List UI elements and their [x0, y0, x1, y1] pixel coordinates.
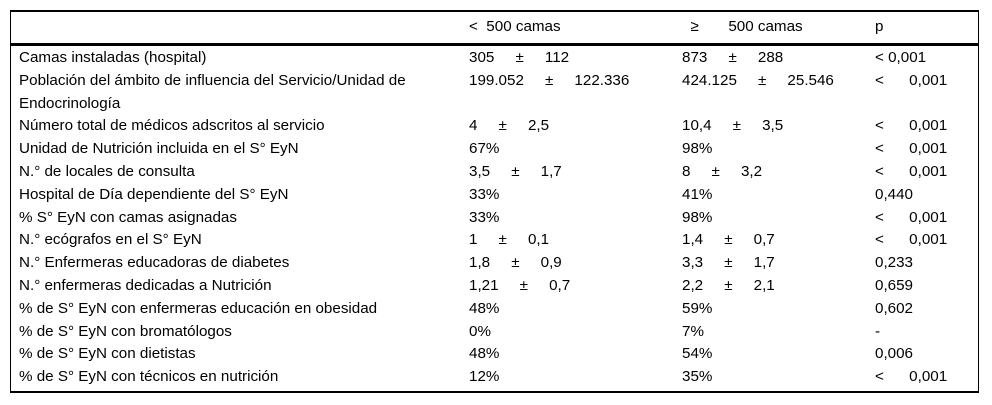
row-label: % S° EyN con camas asignadas: [11, 207, 469, 230]
value-gte500: 873 ± 288: [682, 49, 784, 66]
table-row: N.° de locales de consulta 3,5 ± 1,7 8 ±…: [11, 161, 978, 184]
column-header-gte500: ≥ 500 camas: [682, 18, 803, 36]
value-gte500: 41%: [682, 185, 713, 203]
value-gte500: 7%: [682, 322, 704, 340]
header-separator-rule: [11, 43, 978, 46]
value-lt500: 0%: [469, 322, 491, 340]
value-gte500: 98%: [682, 140, 713, 158]
value-gte500: 1,4 ± 0,7: [682, 231, 775, 249]
value-lt500: 199.052 ± 122.336: [469, 71, 630, 89]
row-label-text: Hospital de Día dependiente del S° EyN: [19, 185, 289, 203]
results-table: < 500 camas ≥ 500 camas p Camas instalad…: [10, 10, 979, 393]
row-label: N.° Enfermeras educadoras de diabetes: [11, 252, 469, 275]
table-row: Hospital de Día dependiente del S° EyN 3…: [11, 184, 978, 207]
value-lt500: 1,8 ± 0,9: [469, 254, 562, 272]
row-label: N.° de locales de consulta: [11, 161, 469, 184]
table-row: % de S° EyN con bromatólogos 0% 7% -: [11, 321, 978, 344]
column-header-p: p: [875, 18, 884, 36]
row-label: Población del ámbito de influencia del S…: [11, 70, 469, 116]
value-p: -: [875, 322, 881, 340]
table-row: % de S° EyN con dietistas 48% 54% 0,006: [11, 343, 978, 366]
row-label-text: % de S° EyN con bromatólogos: [19, 322, 232, 340]
value-gte500: 54%: [682, 345, 713, 363]
row-label-text: N.° ecógrafos en el S° EyN: [19, 231, 202, 249]
table-row: Camas instaladas (hospital) 305 ± 112 87…: [11, 47, 978, 70]
table-row: Población del ámbito de influencia del S…: [11, 70, 978, 116]
row-label-text: N.° Enfermeras educadoras de diabetes: [19, 254, 290, 272]
value-gte500: 3,3 ± 1,7: [682, 254, 775, 272]
value-p: 0,659: [875, 276, 914, 294]
value-p: < 0,001: [875, 208, 948, 226]
value-gte500: 35%: [682, 368, 713, 386]
table-row: Número total de médicos adscritos al ser…: [11, 115, 978, 138]
row-label: % de S° EyN con técnicos en nutrición: [11, 366, 469, 389]
row-label-text: N.° enfermeras dedicadas a Nutrición: [19, 276, 272, 294]
value-lt500: 1 ± 0,1: [469, 231, 550, 249]
value-lt500: 305 ± 112: [469, 49, 570, 66]
row-label: N.° ecógrafos en el S° EyN: [11, 229, 469, 252]
table-header: < 500 camas ≥ 500 camas p: [11, 12, 978, 43]
value-lt500: 67%: [469, 140, 500, 158]
value-p: 0,602: [875, 299, 914, 317]
value-lt500: 4 ± 2,5: [469, 117, 550, 135]
column-header-lt500: < 500 camas: [469, 18, 561, 36]
row-label-text: Número total de médicos adscritos al ser…: [19, 117, 325, 135]
table-row: % de S° EyN con técnicos en nutrición 12…: [11, 366, 978, 389]
value-lt500: 1,21 ± 0,7: [469, 276, 571, 294]
table-row: N.° enfermeras dedicadas a Nutrición 1,2…: [11, 275, 978, 298]
value-lt500: 48%: [469, 345, 500, 363]
table-row: Unidad de Nutrición incluida en el S° Ey…: [11, 138, 978, 161]
value-p: < 0,001: [875, 231, 948, 249]
row-label-text: Población del ámbito de influencia del S…: [19, 71, 406, 112]
value-lt500: 33%: [469, 208, 500, 226]
value-p: < 0,001: [875, 71, 948, 89]
row-label-text: % de S° EyN con enfermeras educación en …: [19, 299, 378, 317]
row-label-text: Camas instaladas (hospital): [19, 49, 207, 66]
row-label-text: Unidad de Nutrición incluida en el S° Ey…: [19, 140, 299, 158]
value-lt500: 33%: [469, 185, 500, 203]
row-label: Camas instaladas (hospital): [11, 47, 469, 70]
value-lt500: 12%: [469, 368, 500, 386]
value-p: 0,006: [875, 345, 914, 363]
row-label: % de S° EyN con bromatólogos: [11, 321, 469, 344]
row-label: Hospital de Día dependiente del S° EyN: [11, 184, 469, 207]
row-label-text: % S° EyN con camas asignadas: [19, 208, 237, 226]
row-label: % de S° EyN con enfermeras educación en …: [11, 298, 469, 321]
value-gte500: 8 ± 3,2: [682, 162, 763, 180]
value-lt500: 48%: [469, 299, 500, 317]
value-lt500: 3,5 ± 1,7: [469, 162, 562, 180]
value-p: < 0,001: [875, 117, 948, 135]
row-label-text: N.° de locales de consulta: [19, 162, 195, 180]
row-label: Número total de médicos adscritos al ser…: [11, 115, 469, 138]
value-p: 0,233: [875, 254, 914, 272]
value-gte500: 59%: [682, 299, 713, 317]
table-row: N.° ecógrafos en el S° EyN 1 ± 0,1 1,4 ±…: [11, 229, 978, 252]
table-row: N.° Enfermeras educadoras de diabetes 1,…: [11, 252, 978, 275]
table-body: Camas instaladas (hospital) 305 ± 112 87…: [11, 46, 978, 391]
row-label: Unidad de Nutrición incluida en el S° Ey…: [11, 138, 469, 161]
row-label: % de S° EyN con dietistas: [11, 343, 469, 366]
value-p: 0,440: [875, 185, 914, 203]
value-p: < 0,001: [875, 140, 948, 158]
table-row: % de S° EyN con enfermeras educación en …: [11, 298, 978, 321]
value-gte500: 2,2 ± 2,1: [682, 276, 775, 294]
row-label-text: % de S° EyN con dietistas: [19, 345, 196, 363]
value-p: < 0,001: [875, 162, 948, 180]
value-p: < 0,001: [875, 49, 927, 66]
value-gte500: 98%: [682, 208, 713, 226]
value-gte500: 10,4 ± 3,5: [682, 117, 784, 135]
value-p: < 0,001: [875, 368, 948, 386]
table-row: % S° EyN con camas asignadas 33% 98% < 0…: [11, 207, 978, 230]
row-label: N.° enfermeras dedicadas a Nutrición: [11, 275, 469, 298]
value-gte500: 424.125 ± 25.546: [682, 71, 834, 89]
row-label-text: % de S° EyN con técnicos en nutrición: [19, 368, 279, 386]
